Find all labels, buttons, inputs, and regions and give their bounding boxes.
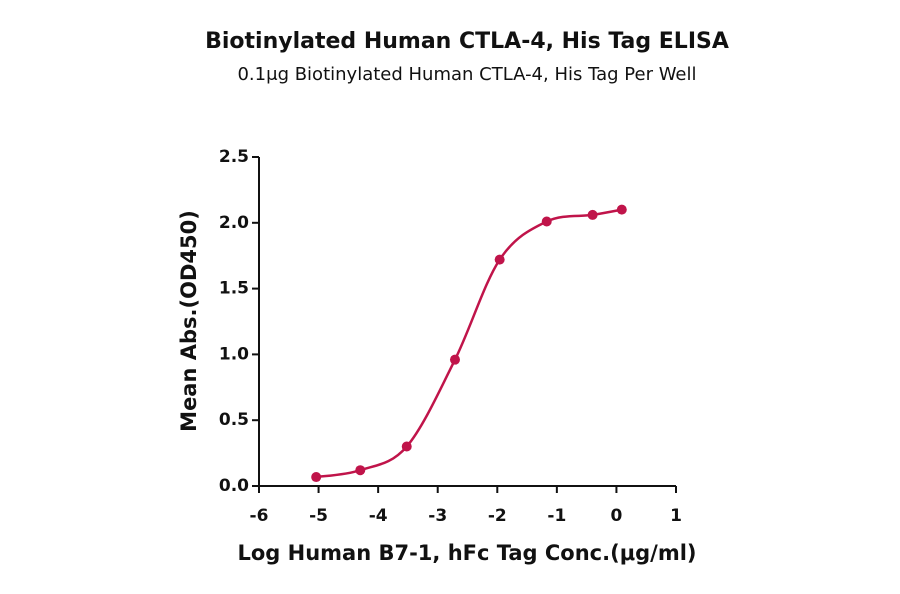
x-tick-label: 1	[670, 506, 682, 526]
x-tick-label: -2	[488, 506, 507, 526]
data-point	[494, 254, 505, 265]
x-tick-label: -6	[250, 506, 269, 526]
data-point	[311, 472, 322, 483]
data-point	[587, 209, 598, 220]
x-tick-label: -5	[309, 506, 328, 526]
x-tick-label: -4	[369, 506, 388, 526]
x-axis-label: Log Human B7-1, hFc Tag Conc.(μg/ml)	[237, 541, 696, 565]
fit-curve	[315, 208, 623, 479]
y-tick-label: 1.5	[219, 279, 249, 299]
y-tick-label: 1.0	[219, 344, 249, 364]
x-tick-label: -1	[547, 506, 566, 526]
data-point	[541, 216, 552, 227]
x-tick-label: 0	[611, 506, 623, 526]
data-point	[449, 354, 460, 365]
y-tick-label: 0.5	[219, 410, 249, 430]
chart-title: Biotinylated Human CTLA-4, His Tag ELISA	[205, 29, 729, 54]
y-tick-label: 2.5	[219, 147, 249, 167]
y-axis-label: Mean Abs.(OD450)	[177, 210, 201, 432]
chart-subtitle: 0.1μg Biotinylated Human CTLA-4, His Tag…	[237, 64, 696, 85]
y-tick-label: 0.0	[219, 476, 249, 496]
data-point	[616, 204, 627, 215]
x-tick-label: -3	[428, 506, 447, 526]
data-point	[355, 465, 366, 476]
y-tick-label: 2.0	[219, 213, 249, 233]
data-point	[401, 441, 412, 452]
